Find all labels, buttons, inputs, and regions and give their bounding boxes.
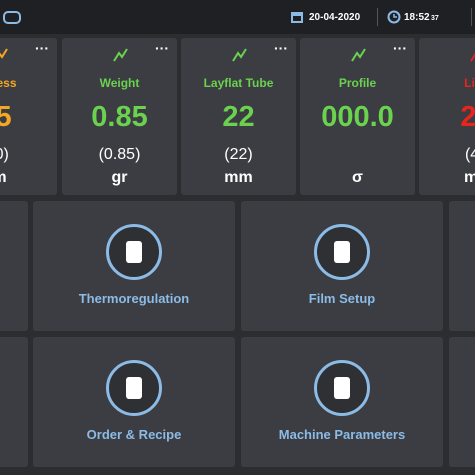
value-card[interactable]: ··· Weight 0.85 (0.85) gr — [62, 38, 177, 195]
card-label: Line — [464, 76, 475, 90]
menu-tile[interactable]: Film Setup — [241, 201, 443, 331]
card-unit: gr — [111, 169, 128, 186]
date: 20-04-2020 — [309, 12, 361, 23]
menu-dots[interactable]: ··· — [155, 40, 169, 56]
time: 18:52 — [404, 12, 430, 23]
menu-tile[interactable]: Machine Parameters — [241, 337, 443, 467]
top-bar: 20-04-2020 18:52 37 — [0, 0, 475, 34]
seconds: 37 — [431, 15, 439, 22]
tile-partial[interactable] — [449, 201, 475, 331]
card-value: 0.85 — [91, 101, 148, 133]
card-unit: σ — [352, 169, 363, 186]
card-icon — [0, 46, 9, 69]
value-card[interactable]: ··· Layflat Tube 22 (22) mm — [181, 38, 296, 195]
calendar-icon — [291, 12, 303, 23]
card-set: .0) — [0, 146, 9, 163]
tile-label: Film Setup — [308, 291, 376, 306]
card-value: 23 — [460, 101, 475, 133]
tile-label: Thermoregulation — [78, 291, 190, 306]
card-value: 22 — [222, 101, 255, 133]
card-value: .5 — [0, 101, 12, 133]
value-card[interactable]: ··· kness .5 .0) m — [0, 38, 57, 195]
tile-partial[interactable] — [0, 201, 28, 331]
card-set: (46 — [464, 146, 475, 163]
card-icon — [349, 46, 367, 69]
menu-dots[interactable]: ··· — [35, 40, 49, 56]
tile-label: Order & Recipe — [86, 427, 182, 442]
value-card[interactable]: ···Line23(46m/r — [419, 38, 475, 195]
card-icon — [111, 46, 129, 69]
value-card[interactable]: ··· Profile 000.0 σ — [300, 38, 415, 195]
tile-partial[interactable] — [0, 337, 28, 467]
menu-tile[interactable]: Thermoregulation — [33, 201, 235, 331]
tile-icon — [106, 224, 162, 280]
tile-label: Machine Parameters — [278, 427, 406, 442]
card-unit: mm — [224, 169, 253, 186]
menu-dots[interactable]: ··· — [274, 40, 288, 56]
tile-icon — [106, 360, 162, 416]
card-value: 000.0 — [321, 101, 394, 133]
card-icon — [230, 46, 248, 69]
card-label: Weight — [99, 76, 140, 90]
card-label: Profile — [338, 76, 377, 90]
menu-tile[interactable]: Order & Recipe — [33, 337, 235, 467]
tile-partial[interactable] — [449, 337, 475, 467]
menu-dots[interactable]: ··· — [393, 40, 407, 56]
card-label: Layflat Tube — [203, 76, 274, 90]
card-unit: m/r — [464, 169, 475, 186]
card-label: kness — [0, 76, 17, 90]
tile-icon — [314, 224, 370, 280]
card-set: (22) — [224, 146, 253, 163]
card-unit: m — [0, 169, 57, 187]
tile-icon — [314, 360, 370, 416]
clock-icon — [387, 10, 401, 24]
card-set: (0.85) — [98, 146, 141, 163]
logo — [3, 11, 21, 24]
card-icon — [468, 46, 475, 69]
